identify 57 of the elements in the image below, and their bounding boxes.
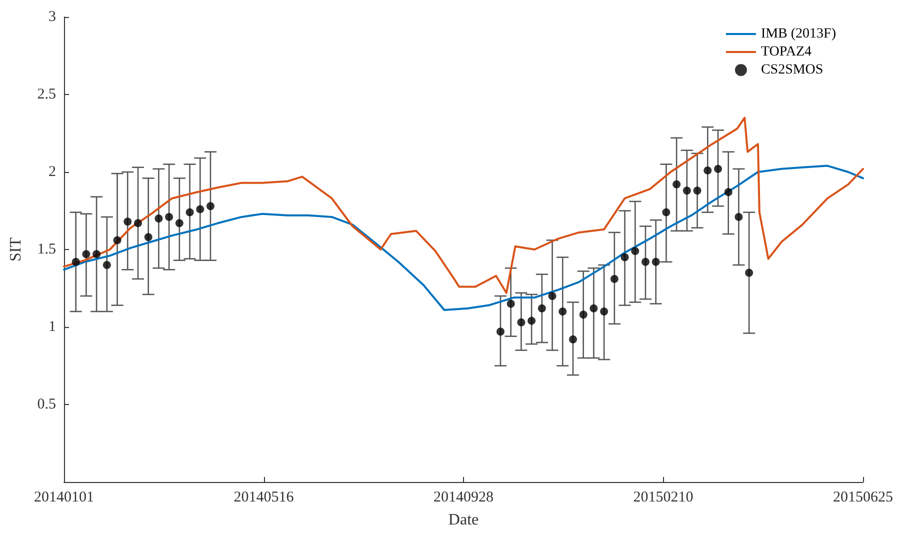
- point: [590, 304, 598, 312]
- point: [693, 186, 702, 195]
- point: [704, 166, 712, 174]
- x-tick-label: 20140516: [234, 490, 294, 506]
- point: [538, 304, 546, 312]
- point: [206, 202, 214, 210]
- legend-label: TOPAZ4: [760, 44, 812, 60]
- y-tick-label: 3: [48, 9, 56, 25]
- y-tick-label: 1: [48, 319, 56, 335]
- x-tick-label: 20140928: [434, 490, 494, 506]
- point: [82, 250, 90, 258]
- point: [724, 188, 732, 196]
- point: [196, 205, 204, 214]
- point: [186, 208, 194, 216]
- legend-label: CS2SMOS: [760, 62, 824, 78]
- point: [154, 214, 163, 222]
- point: [569, 335, 577, 344]
- y-axis-title: SIT: [8, 237, 24, 262]
- point: [662, 208, 670, 216]
- point: [548, 292, 556, 300]
- legend-label: IMB (2013F): [760, 26, 836, 42]
- y-tick-label: 2.5: [37, 86, 56, 102]
- point: [517, 318, 526, 326]
- point: [579, 310, 588, 319]
- point: [734, 212, 743, 221]
- point: [72, 258, 80, 266]
- point: [134, 219, 142, 228]
- point: [124, 218, 132, 226]
- point: [165, 212, 174, 221]
- point: [144, 233, 152, 242]
- point: [496, 328, 504, 336]
- y-tick-label: 1.5: [37, 242, 56, 258]
- point: [672, 180, 681, 188]
- point: [652, 258, 660, 266]
- line-series: [63, 164, 864, 311]
- point: [620, 253, 629, 262]
- point: [92, 250, 101, 258]
- point: [102, 261, 111, 269]
- point: [610, 274, 618, 283]
- x-axis-title: Date: [448, 512, 479, 528]
- point: [506, 300, 515, 308]
- point: [714, 164, 722, 173]
- x-tick-label: 20140101: [34, 490, 94, 506]
- point: [682, 186, 691, 195]
- point: [745, 268, 754, 277]
- point: [642, 258, 650, 266]
- point: [600, 308, 608, 316]
- point: [113, 236, 122, 244]
- x-tick-label: 20150625: [833, 490, 893, 506]
- point: [631, 247, 640, 256]
- point: [558, 308, 567, 316]
- line-series: [63, 116, 864, 294]
- point: [175, 219, 184, 228]
- x-tick-label: 20150210: [633, 490, 694, 506]
- y-tick-label: 0.5: [37, 396, 56, 412]
- y-tick-label: 2: [48, 164, 56, 180]
- point: [528, 316, 536, 325]
